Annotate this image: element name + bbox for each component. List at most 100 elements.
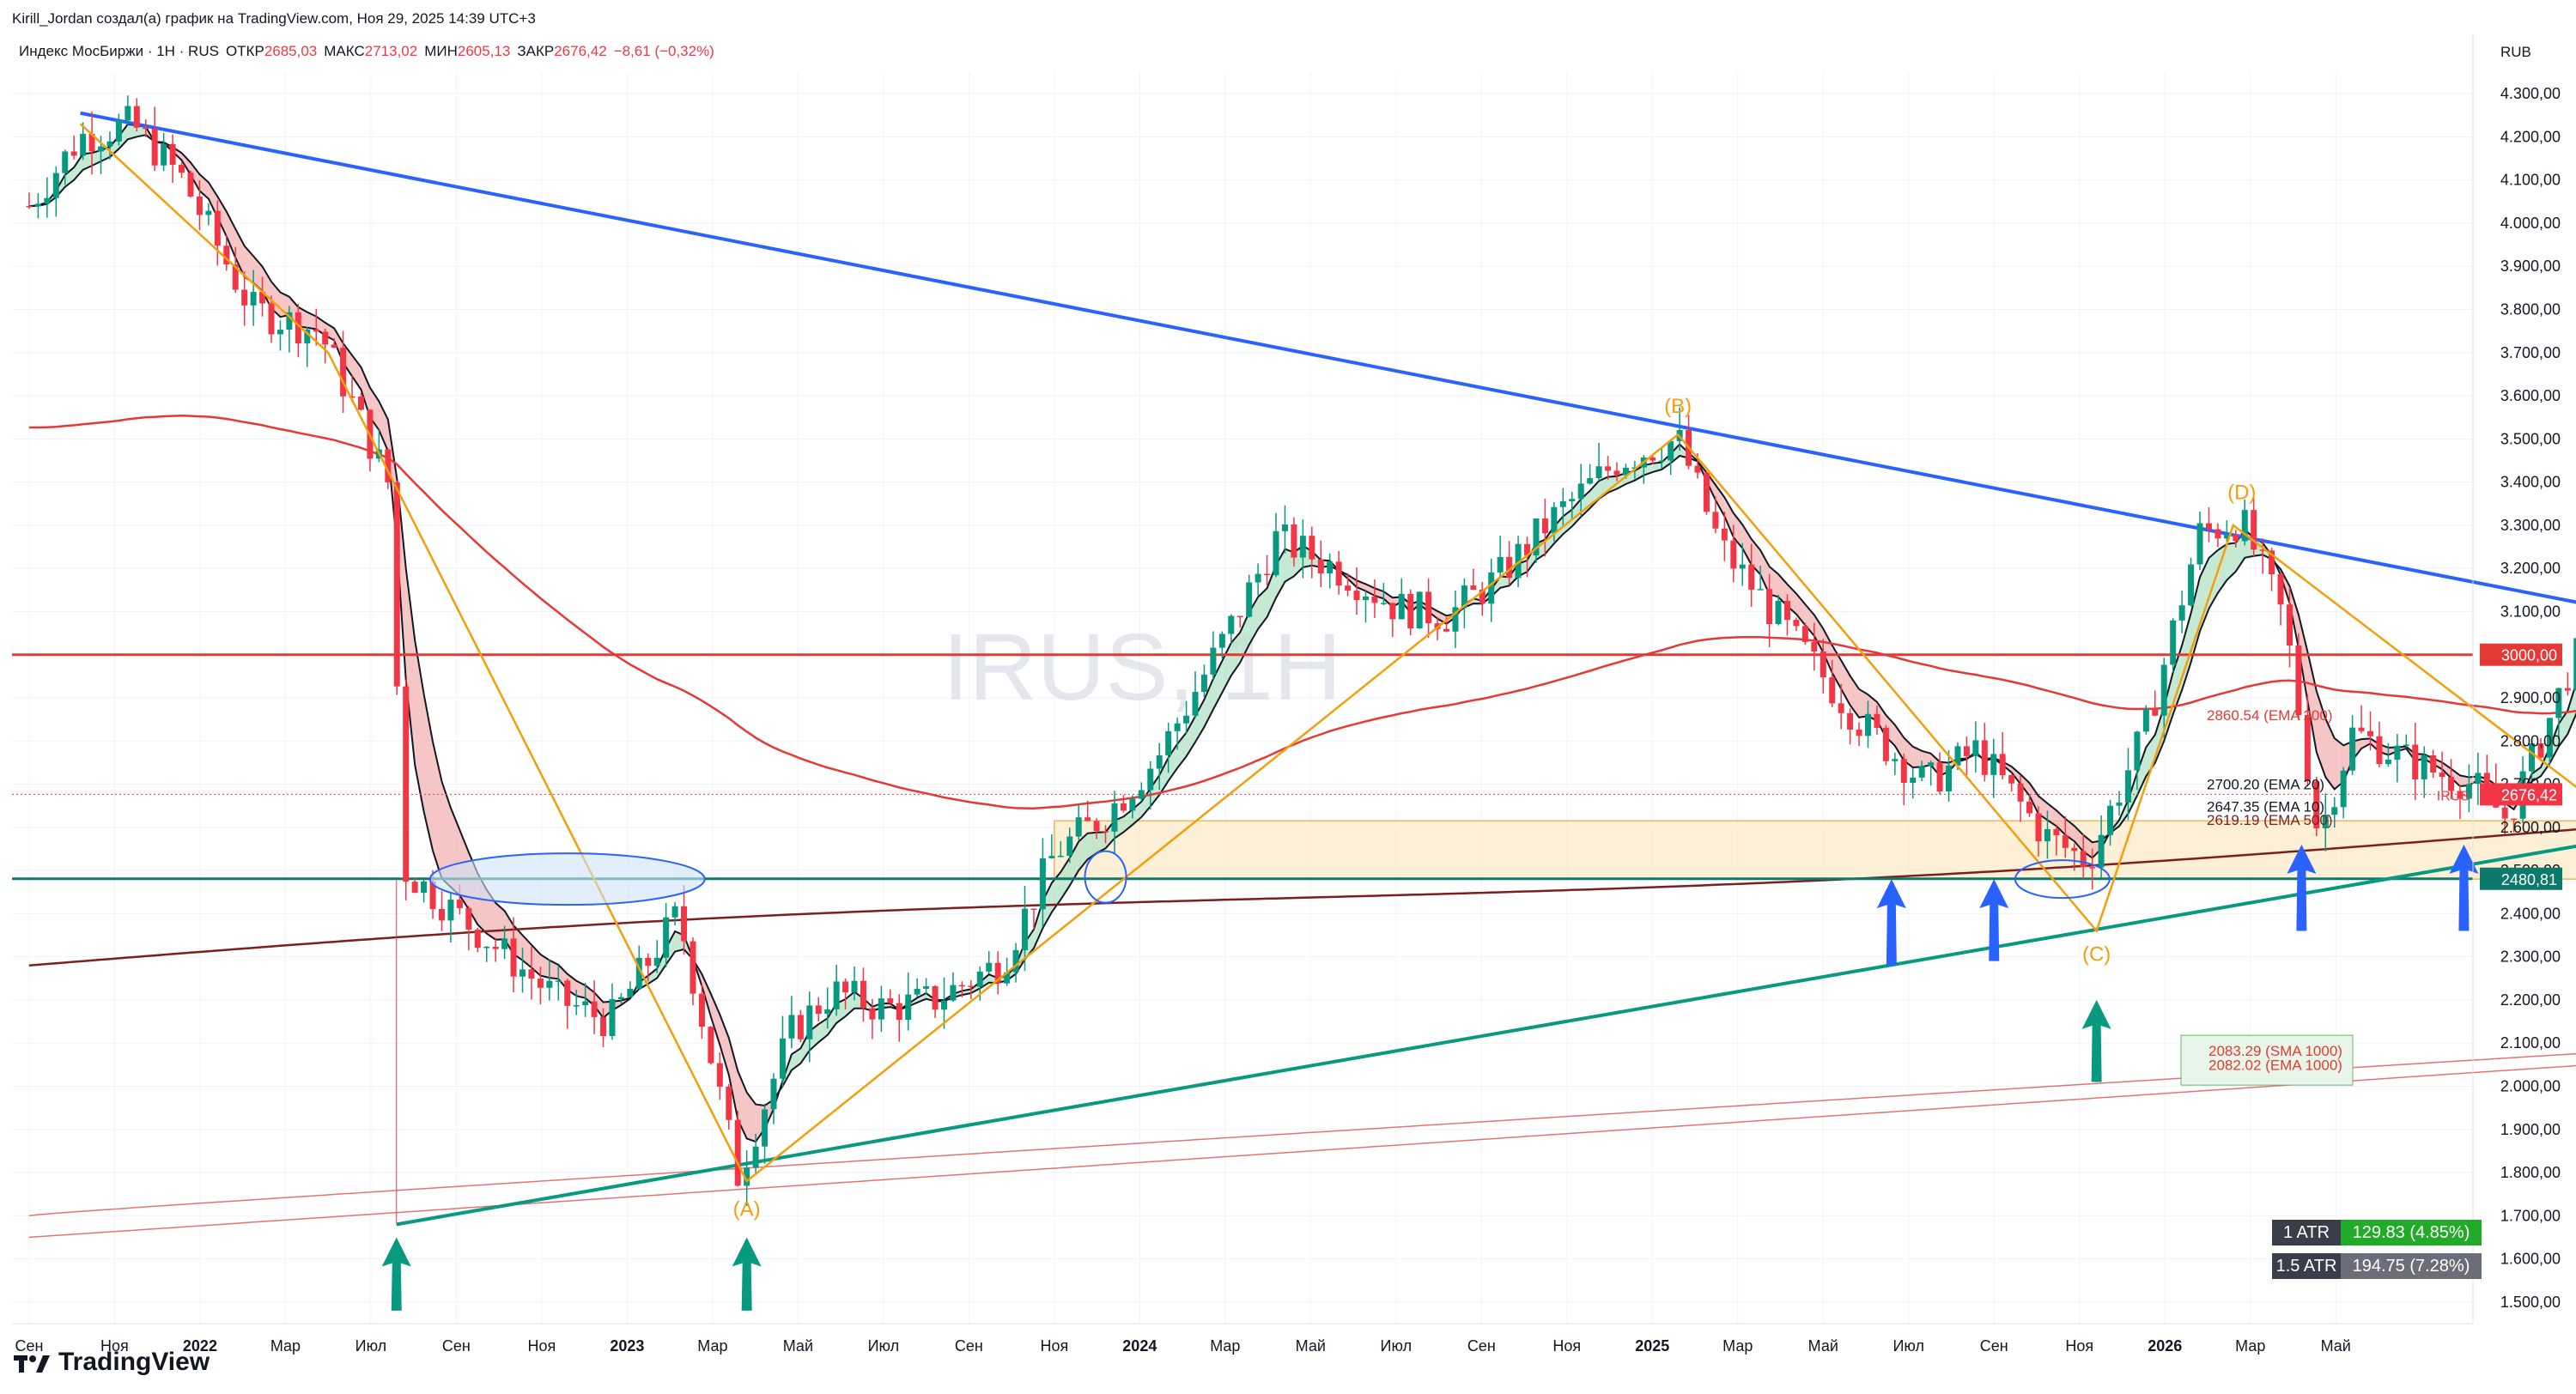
y-tick-label: 3.300,00	[2500, 517, 2561, 534]
wave-label: (B)	[1664, 395, 1692, 418]
y-tick-label: 2.400,00	[2500, 905, 2561, 922]
open-value: 2685,03	[264, 43, 318, 59]
candle-body	[2044, 828, 2050, 842]
candle-body	[986, 962, 993, 972]
ribbon-segment	[1150, 775, 1160, 807]
ribbon-segment	[1132, 802, 1142, 825]
support-price-tag-bg	[2480, 867, 2562, 890]
candle-body	[1918, 766, 1925, 778]
instrument-name[interactable]: Индекс МосБиржи · 1Н · RUS	[19, 43, 219, 59]
candle-body	[1569, 499, 1576, 502]
candle-body	[1533, 518, 1540, 556]
ribbon-segment	[190, 162, 200, 191]
candle-body	[2017, 783, 2024, 802]
wave-label: (D)	[2227, 482, 2256, 505]
candle-body	[2322, 815, 2329, 828]
y-tick-label: 1.500,00	[2500, 1294, 2561, 1311]
candle-body	[546, 980, 553, 988]
ribbon-segment	[1267, 565, 1277, 617]
candle-body	[465, 907, 472, 930]
candle-body	[98, 146, 105, 152]
ribbon-segment	[2128, 773, 2137, 815]
candle-body	[2358, 727, 2365, 731]
ribbon-segment	[217, 196, 227, 237]
ribbon-segment	[433, 742, 442, 879]
consolidation-zone	[1054, 820, 2576, 880]
symbol-legend: Индекс МосБиржи · 1Н · RUS ОТКР2685,03 М…	[19, 43, 714, 60]
x-tick-label: 2024	[1122, 1337, 1157, 1355]
atr-2-label: 1.5 ATR	[2275, 1256, 2337, 1276]
candle-body	[2035, 813, 2042, 842]
candle-body	[80, 133, 87, 156]
candle-body	[295, 312, 301, 344]
y-tick-label: 2.800,00	[2500, 732, 2561, 749]
ribbon-segment	[244, 245, 254, 283]
candle-body	[1946, 765, 1953, 792]
candle-body	[2196, 523, 2203, 565]
candle-body	[860, 980, 866, 1009]
ribbon-segment	[1742, 524, 1752, 565]
breakout-ellipse	[1084, 850, 1127, 904]
resistance-price-tag: 3000,00	[2501, 647, 2557, 664]
candle-body	[950, 985, 957, 1001]
candle-body	[1255, 573, 1261, 583]
ribbon-segment	[118, 124, 128, 149]
candle-body	[1362, 597, 1369, 601]
y-tick-label: 3.800,00	[2500, 301, 2561, 318]
candle-body	[1218, 633, 1225, 648]
ribbon-segment	[1195, 700, 1205, 742]
candle-body	[788, 1015, 795, 1039]
candle-body	[1559, 501, 1566, 507]
y-tick-label: 2.300,00	[2500, 949, 2561, 966]
ribbon-segment	[361, 367, 370, 418]
candle-body	[851, 980, 858, 993]
ribbon-segment	[1724, 497, 1734, 537]
ribbon-segment	[1087, 832, 1097, 860]
candle-body	[932, 986, 939, 1010]
candle-body	[815, 1005, 822, 1015]
candle-body	[52, 173, 59, 198]
ma-value-label: 2647.35 (EMA 10)	[2207, 799, 2324, 815]
x-tick-label: Мар	[270, 1337, 301, 1355]
y-tick-label: 4.000,00	[2500, 215, 2561, 232]
candle-body	[2465, 784, 2472, 799]
candle-body	[1694, 465, 1701, 473]
candle-body	[1236, 615, 1243, 617]
candle-body	[1900, 759, 1907, 783]
candle-body	[1327, 561, 1334, 574]
candle-body	[1138, 790, 1145, 799]
candle-body	[2564, 688, 2571, 691]
candle-body	[2233, 535, 2239, 542]
tradingview-logo[interactable]: TradingView	[14, 1348, 210, 1377]
candle-body	[1748, 564, 1755, 590]
candle-body	[1972, 740, 1979, 756]
ribbon-segment	[405, 568, 416, 766]
candle-body	[1048, 856, 1055, 858]
candle-body	[1524, 543, 1531, 556]
ribbon-segment	[486, 889, 496, 940]
ribbon-segment	[2451, 768, 2460, 786]
ribbon-segment	[1832, 645, 1842, 689]
candle-body	[1488, 572, 1495, 604]
y-tick-label: 4.200,00	[2500, 128, 2561, 145]
candle-body	[357, 396, 364, 410]
retest-ellipse	[2014, 859, 2111, 900]
candle-body	[1066, 836, 1073, 856]
candle-body	[2349, 727, 2356, 771]
candle-body	[1712, 512, 1719, 529]
ribbon-segment	[2459, 775, 2470, 786]
currency-label: RUB	[2500, 44, 2531, 60]
y-tick-label: 2.100,00	[2500, 1034, 2561, 1052]
candle-body	[528, 969, 535, 979]
candle-body	[88, 133, 95, 152]
wave-label: (C)	[2082, 943, 2111, 967]
author-line: Kirill_Jordan создал(а) график на Tradin…	[12, 10, 536, 27]
ribbon-segment	[2325, 718, 2335, 790]
open-label: ОТКР	[225, 43, 264, 59]
ribbon-segment	[2442, 762, 2451, 779]
descending-trendline	[80, 111, 2576, 604]
candle-body	[1910, 777, 1917, 783]
candle-body	[1703, 472, 1710, 512]
candle-body	[797, 1015, 804, 1039]
